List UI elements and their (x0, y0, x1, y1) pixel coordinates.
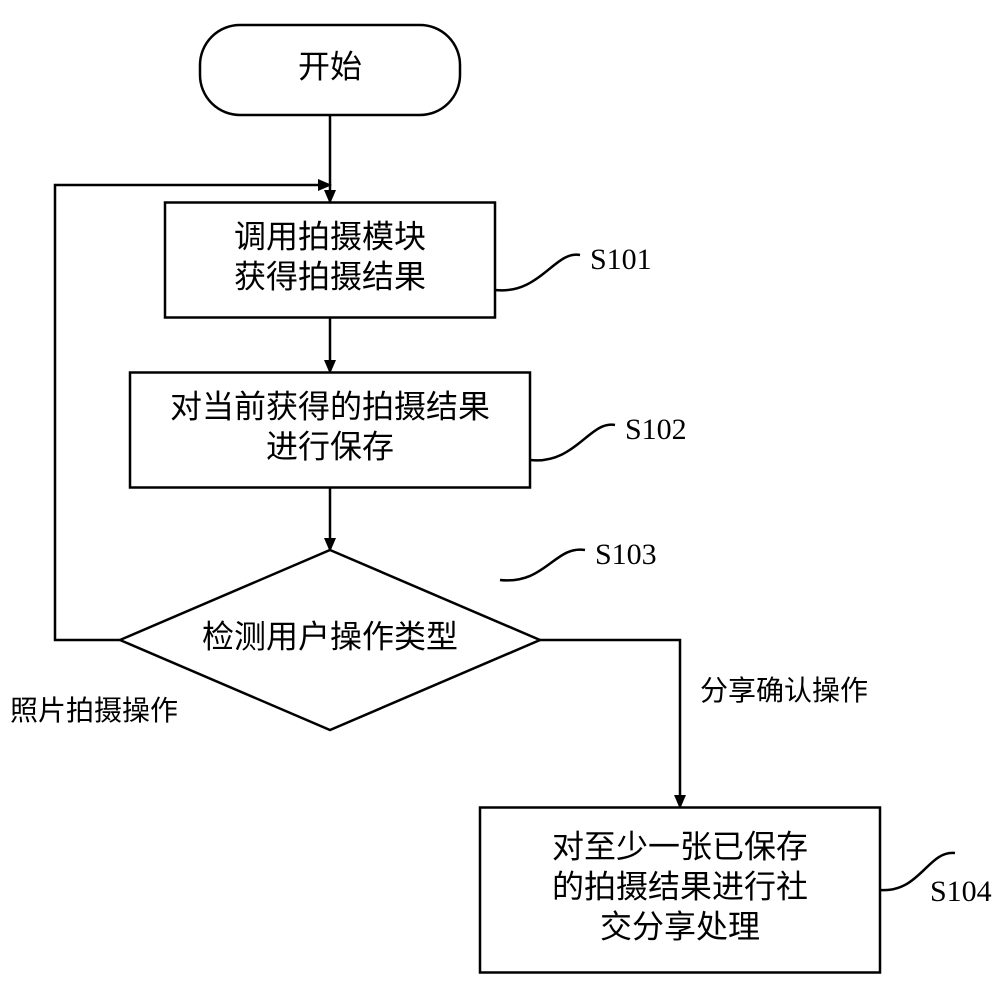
s101-text-line-0: 调用拍摄模块 (234, 218, 426, 254)
label-connector-s103 (500, 550, 585, 581)
node-s101: 调用拍摄模块获得拍摄结果 (165, 203, 495, 318)
flowchart-canvas: 照片拍摄操作分享确认操作开始调用拍摄模块获得拍摄结果对当前获得的拍摄结果进行保存… (0, 0, 994, 1000)
node-s104: 对至少一张已保存的拍摄结果进行社交分享处理 (480, 808, 880, 973)
label-connector-s102 (530, 425, 615, 461)
s103-text-line-0: 检测用户操作类型 (202, 618, 458, 654)
edge-s103-s104 (540, 640, 680, 807)
s104-text-line-2: 交分享处理 (600, 908, 760, 944)
label-connector-s101 (495, 255, 580, 291)
node-s103: 检测用户操作类型 (120, 550, 540, 730)
step-label-s104: S104 (930, 875, 992, 908)
node-start: 开始 (200, 25, 460, 115)
s104-text-line-0: 对至少一张已保存 (552, 828, 808, 864)
s102-text-line-0: 对当前获得的拍摄结果 (170, 388, 490, 424)
step-label-s102: S102 (625, 413, 687, 446)
nodes-group: 开始调用拍摄模块获得拍摄结果对当前获得的拍摄结果进行保存检测用户操作类型对至少一… (120, 25, 880, 973)
edge-label-s103-s101: 照片拍摄操作 (10, 695, 178, 727)
step-label-s101: S101 (590, 243, 652, 276)
s104-text-line-1: 的拍摄结果进行社 (552, 868, 808, 904)
start-text-line-0: 开始 (298, 48, 362, 84)
edge-label-s103-s104: 分享确认操作 (700, 675, 868, 707)
node-s102: 对当前获得的拍摄结果进行保存 (130, 373, 530, 488)
step-label-s103: S103 (595, 538, 657, 571)
s101-text-line-1: 获得拍摄结果 (234, 258, 426, 294)
s102-text-line-1: 进行保存 (266, 428, 394, 464)
